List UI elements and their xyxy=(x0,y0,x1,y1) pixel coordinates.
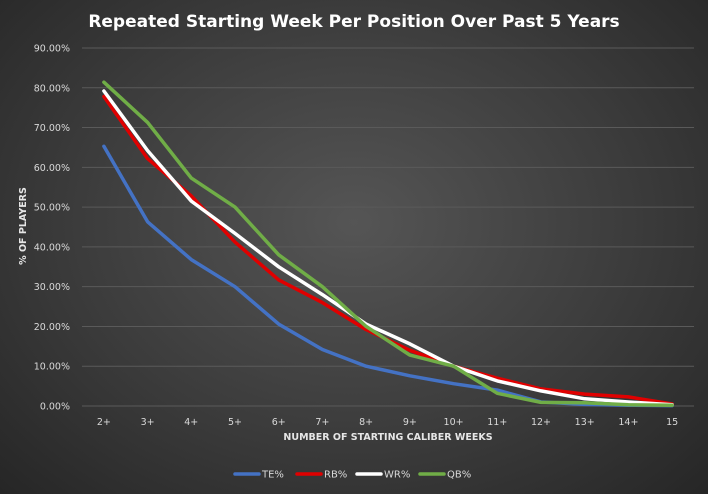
y-tick-label: 50.00% xyxy=(34,203,70,214)
legend-label: TE% xyxy=(261,470,284,481)
x-tick-label: 4+ xyxy=(184,417,198,428)
x-tick-label: 14+ xyxy=(618,417,638,428)
x-tick-label: 7+ xyxy=(315,417,329,428)
y-tick-label: 90.00% xyxy=(34,44,70,55)
x-tick-label: 10+ xyxy=(444,417,464,428)
series-line-qb xyxy=(104,82,672,405)
x-tick-label: 9+ xyxy=(403,417,417,428)
x-tick-label: 13+ xyxy=(575,417,595,428)
y-tick-label: 0.00% xyxy=(40,402,70,413)
x-axis-ticks: 2+ 3+ 4+ 5+ 6+ 7+ 8+ 9+ 10+ 11+ 12+ 13+ 14+ 15 xyxy=(97,417,678,428)
y-tick-label: 70.00% xyxy=(34,123,70,134)
line-chart: Repeated Starting Week Per Position Over… xyxy=(0,0,708,494)
x-tick-label: 15 xyxy=(666,417,678,428)
x-tick-label: 6+ xyxy=(272,417,286,428)
x-tick-label: 12+ xyxy=(531,417,551,428)
y-tick-label: 60.00% xyxy=(34,163,70,174)
x-axis-label: NUMBER OF STARTING CALIBER WEEKS xyxy=(283,432,492,443)
legend: TE% RB% WR% QB% xyxy=(235,470,471,481)
chart-title: Repeated Starting Week Per Position Over… xyxy=(88,12,619,32)
x-tick-label: 3+ xyxy=(141,417,155,428)
series-lines xyxy=(104,82,672,405)
x-tick-label: 8+ xyxy=(359,417,373,428)
legend-label: QB% xyxy=(447,470,471,481)
y-tick-label: 30.00% xyxy=(34,282,70,293)
series-line-wr xyxy=(104,91,672,405)
legend-label: WR% xyxy=(384,470,410,481)
gridlines xyxy=(82,48,694,406)
x-tick-label: 2+ xyxy=(97,417,111,428)
y-axis-label: % OF PLAYERS xyxy=(18,187,29,265)
x-tick-label: 11+ xyxy=(487,417,507,428)
y-tick-label: 20.00% xyxy=(34,322,70,333)
y-axis-ticks: 0.00% 10.00% 20.00% 30.00% 40.00% 50.00% 60.00… xyxy=(34,44,70,413)
y-tick-label: 80.00% xyxy=(34,83,70,94)
legend-label: RB% xyxy=(324,470,347,481)
y-tick-label: 40.00% xyxy=(34,242,70,253)
x-tick-label: 5+ xyxy=(228,417,242,428)
series-line-rb xyxy=(104,97,672,405)
y-tick-label: 10.00% xyxy=(34,362,70,373)
